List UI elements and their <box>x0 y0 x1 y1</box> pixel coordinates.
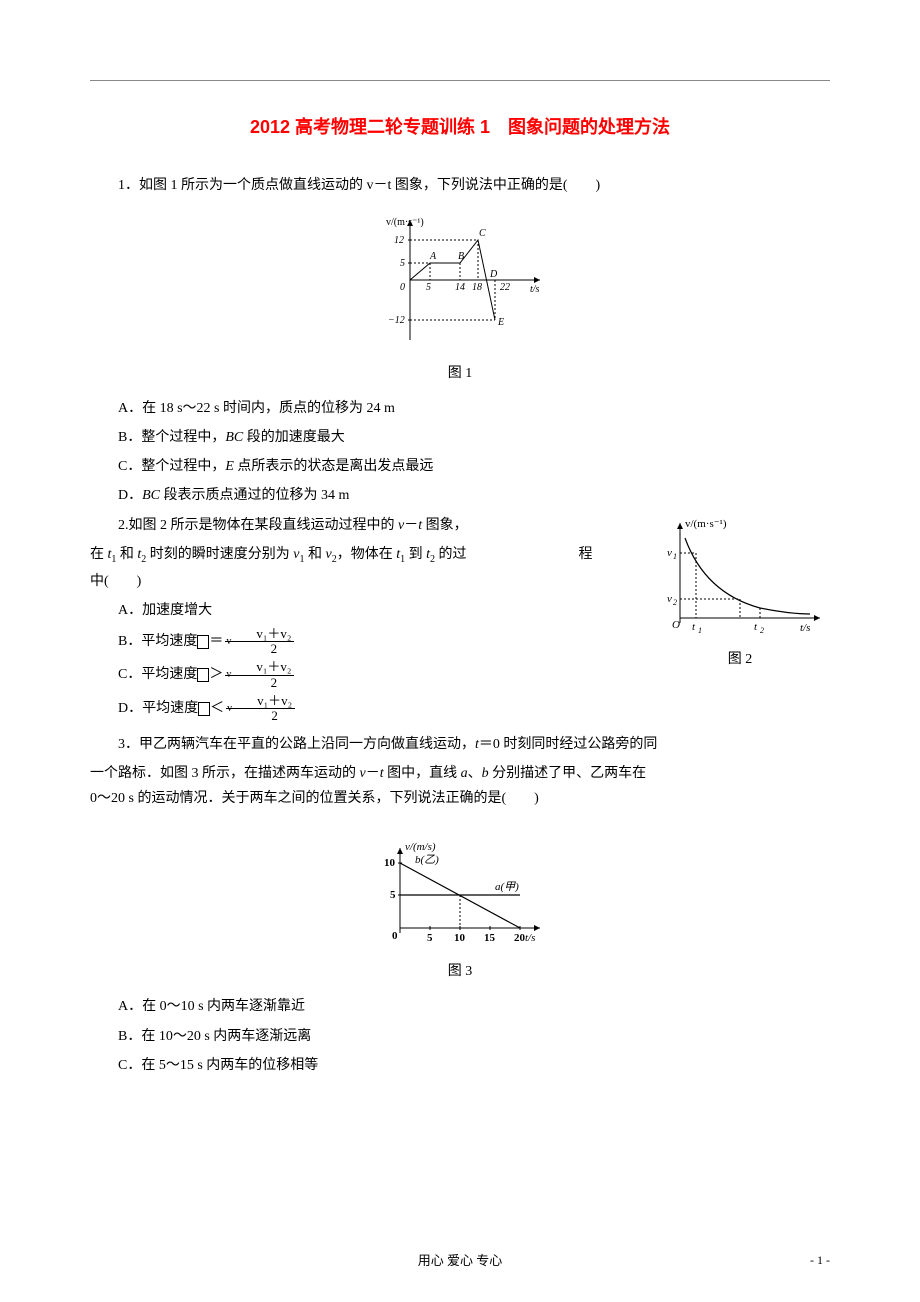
svg-text:t: t <box>754 621 758 633</box>
svg-text:v: v <box>667 593 672 605</box>
q2-ylabel: v/(m·s⁻¹) <box>685 518 727 530</box>
q1-stem: 1．如图 1 所示为一个质点做直线运动的 v－t 图象，下列说法中正确的是( ) <box>90 173 830 198</box>
q1-optB: B．整个过程中，BC 段的加速度最大 <box>90 425 830 450</box>
q3-caption: 图 3 <box>90 959 830 984</box>
q3-figure: v/(m/s) t/s 10 5 0 5 10 15 20 a(甲) b(乙) <box>90 833 830 953</box>
q1-optC: C．整个过程中，E 点所表示的状态是离出发点最远 <box>90 454 830 479</box>
q2-chart: v/(m·s⁻¹) t/s O v1 v2 t1 t2 <box>650 513 830 643</box>
svg-text:D: D <box>489 269 498 280</box>
svg-text:O: O <box>672 619 680 631</box>
svg-text:10: 10 <box>384 857 396 869</box>
frac-den: 2 <box>226 709 295 723</box>
q2-caption: 图 2 <box>650 647 830 672</box>
svg-text:5: 5 <box>400 258 405 269</box>
svg-text:t: t <box>692 621 696 633</box>
svg-text:a(甲): a(甲) <box>495 881 519 893</box>
svg-text:15: 15 <box>484 932 496 944</box>
svg-text:5: 5 <box>427 932 433 944</box>
q1-caption: 图 1 <box>90 361 830 386</box>
svg-text:−12: −12 <box>388 315 405 326</box>
svg-text:20: 20 <box>514 932 526 944</box>
svg-text:C: C <box>479 228 486 239</box>
page-number: - 1 - <box>810 1250 830 1272</box>
top-rule <box>90 80 830 81</box>
vbar-box: v <box>198 702 210 716</box>
q1-optD: D．BC 段表示质点通过的位移为 34 m <box>90 483 830 508</box>
svg-text:2: 2 <box>673 598 677 607</box>
q3-optC: C．在 5～15 s 内两车的位移相等 <box>90 1053 830 1078</box>
q2-optC-prefix: C．平均速度 <box>118 667 197 682</box>
q2-optD-prefix: D．平均速度 <box>118 701 198 716</box>
vbar-box: v <box>197 635 209 649</box>
svg-text:0: 0 <box>400 282 405 293</box>
q2-figure: v/(m·s⁻¹) t/s O v1 v2 t1 t2 图 2 <box>650 513 830 682</box>
svg-text:18: 18 <box>472 282 482 293</box>
q1-chart: v/(m·s⁻¹) 12 5 0 −12 5 14 18 22 t/s <box>360 205 560 355</box>
q2-optB-prefix: B．平均速度 <box>118 634 197 649</box>
q2-optD: D．平均速度v＜v₁＋v₂2 <box>90 694 830 724</box>
frac-num: v₁＋v₂ <box>225 660 294 675</box>
q3-xlabel: t/s <box>525 932 535 944</box>
q3-optA: A．在 0～10 s 内两车逐渐靠近 <box>90 994 830 1019</box>
svg-text:v: v <box>667 547 672 559</box>
q2-optC-rel: ＞ <box>209 667 223 682</box>
svg-text:1: 1 <box>673 552 677 561</box>
q3-stem-2: 一个路标．如图 3 所示，在描述两车运动的 v－t 图中，直线 a、b 分别描述… <box>90 761 830 786</box>
svg-text:E: E <box>497 317 504 328</box>
q1-optA: A．在 18 s～22 s 时间内，质点的位移为 24 m <box>90 396 830 421</box>
svg-text:5: 5 <box>426 282 431 293</box>
svg-text:14: 14 <box>455 282 465 293</box>
vbar-box: v <box>197 668 209 682</box>
q2-xlabel: t/s <box>800 622 810 634</box>
q3-stem-1: 3．甲乙两辆汽车在平直的公路上沿同一方向做直线运动，t＝0 时刻同时经过公路旁的… <box>90 732 830 757</box>
svg-text:1: 1 <box>698 626 702 635</box>
frac-num: v₁＋v₂ <box>226 694 295 709</box>
svg-text:2: 2 <box>760 626 764 635</box>
q2-optD-rel: ＜ <box>210 701 224 716</box>
svg-text:0: 0 <box>392 930 398 942</box>
frac-num: v₁＋v₂ <box>225 627 294 642</box>
q1-ylabel: v/(m·s⁻¹) <box>386 217 424 228</box>
footer-text: 用心 爱心 专心 <box>0 1249 920 1272</box>
q1-xlabel: t/s <box>530 284 540 295</box>
q2-optB-rel: ＝ <box>209 634 223 649</box>
page-title: 2012 高考物理二轮专题训练 1 图象问题的处理方法 <box>90 111 830 143</box>
svg-text:A: A <box>429 251 437 262</box>
svg-text:12: 12 <box>394 235 404 246</box>
q3-ylabel: v/(m/s) <box>405 841 436 853</box>
q3-chart: v/(m/s) t/s 10 5 0 5 10 15 20 a(甲) b(乙) <box>360 833 560 953</box>
svg-text:22: 22 <box>500 282 510 293</box>
svg-text:b(乙): b(乙) <box>415 854 439 866</box>
frac-den: 2 <box>225 676 294 690</box>
svg-text:B: B <box>458 251 464 262</box>
svg-text:10: 10 <box>454 932 466 944</box>
q3-optB: B．在 10～20 s 内两车逐渐远离 <box>90 1024 830 1049</box>
q3-stem-3: 0～20 s 的运动情况．关于两车之间的位置关系，下列说法正确的是( ) <box>90 786 830 811</box>
q1-figure: v/(m·s⁻¹) 12 5 0 −12 5 14 18 22 t/s <box>90 205 830 355</box>
svg-text:5: 5 <box>390 889 396 901</box>
frac-den: 2 <box>225 642 294 656</box>
